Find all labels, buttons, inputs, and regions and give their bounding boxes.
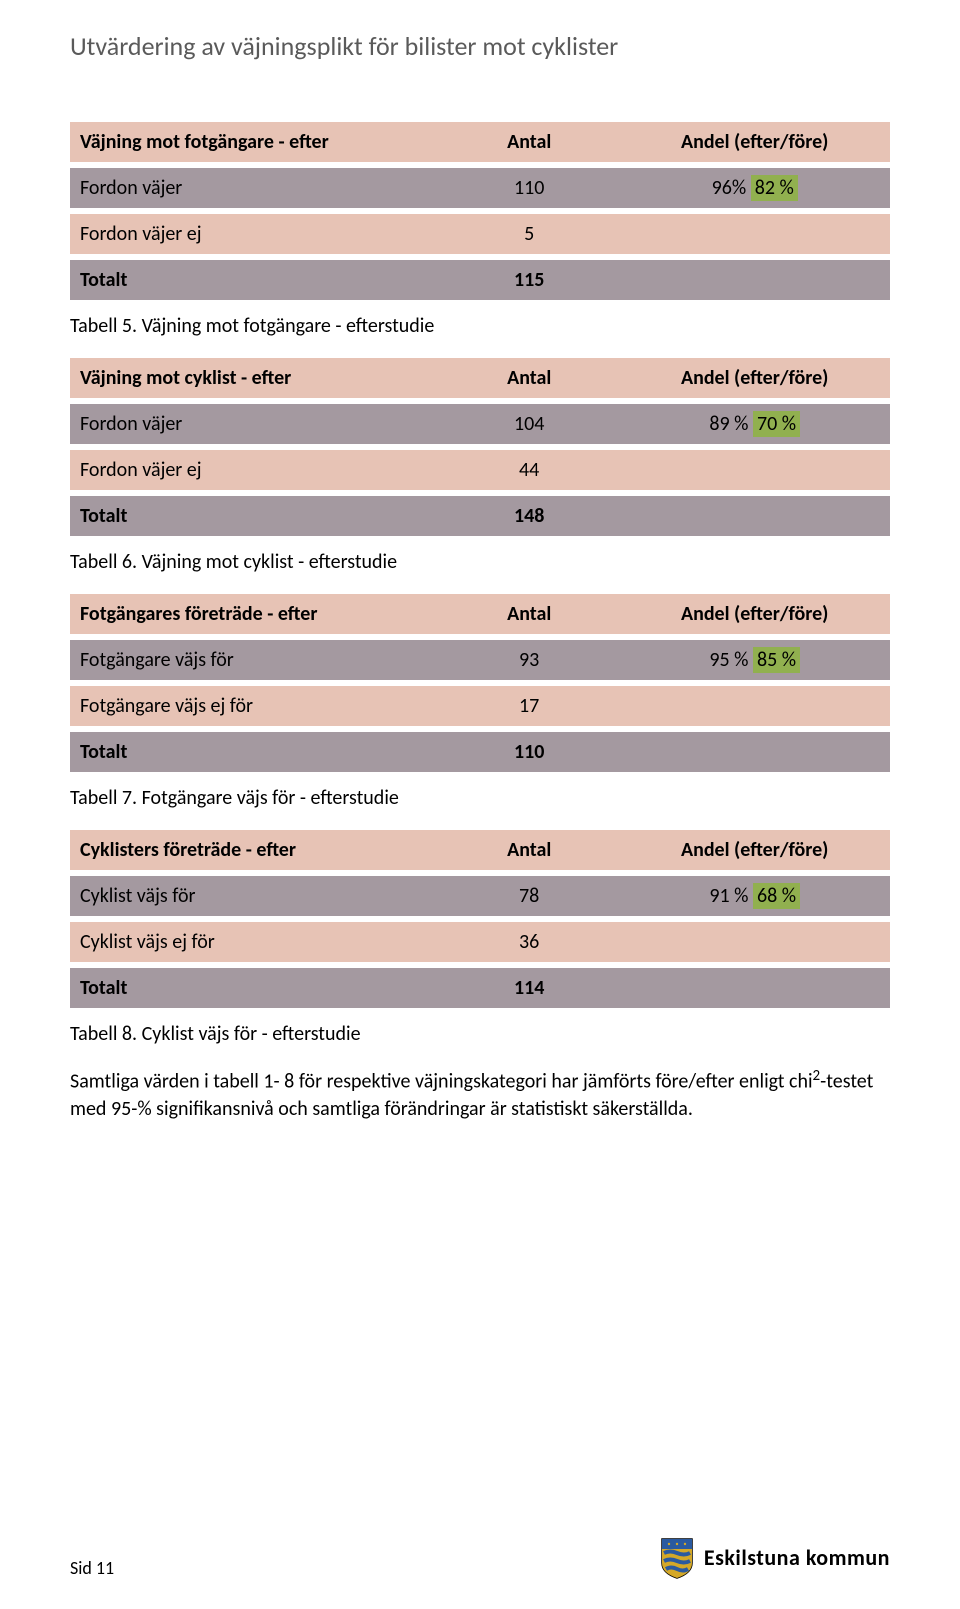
row-andel bbox=[619, 211, 890, 257]
row-label: Cyklist väjs för bbox=[70, 873, 439, 919]
logo-text: Eskilstuna kommun bbox=[704, 1544, 890, 1571]
row-andel: 95 % 85 % bbox=[619, 637, 890, 683]
row-label: Fotgängare väjs för bbox=[70, 637, 439, 683]
total-label: Totalt bbox=[70, 965, 439, 1011]
row-antal: 5 bbox=[439, 211, 619, 257]
andel-highlight: 70 % bbox=[753, 411, 800, 437]
total-antal: 115 bbox=[439, 257, 619, 303]
column-header-antal: Antal bbox=[439, 122, 619, 165]
table-row: Fordon väjer ej5 bbox=[70, 211, 890, 257]
andel-main: 95 % bbox=[709, 648, 753, 672]
table-caption: Tabell 7. Fotgängare väjs för - efterstu… bbox=[70, 786, 890, 810]
table-row: Fotgängare väjs ej för17 bbox=[70, 683, 890, 729]
row-andel: 89 % 70 % bbox=[619, 401, 890, 447]
body-text-pre: Samtliga värden i tabell 1- 8 för respek… bbox=[70, 1070, 813, 1094]
data-table: Fotgängares företräde - efterAntalAndel … bbox=[70, 594, 890, 778]
data-table: Väjning mot cyklist - efterAntalAndel (e… bbox=[70, 358, 890, 542]
table-title-cell: Cyklisters företräde - efter bbox=[70, 830, 439, 873]
total-antal: 114 bbox=[439, 965, 619, 1011]
total-antal: 110 bbox=[439, 729, 619, 775]
table-row: Cyklist väjs ej för36 bbox=[70, 919, 890, 965]
total-label: Totalt bbox=[70, 493, 439, 539]
row-label: Fordon väjer ej bbox=[70, 447, 439, 493]
row-andel bbox=[619, 919, 890, 965]
tables-container: Väjning mot fotgängare - efterAntalAndel… bbox=[70, 122, 890, 1046]
superscript-2: 2 bbox=[813, 1067, 821, 1085]
row-andel: 91 % 68 % bbox=[619, 873, 890, 919]
total-andel bbox=[619, 729, 890, 775]
column-header-antal: Antal bbox=[439, 358, 619, 401]
row-label: Fordon väjer ej bbox=[70, 211, 439, 257]
row-antal: 44 bbox=[439, 447, 619, 493]
column-header-andel: Andel (efter/före) bbox=[619, 358, 890, 401]
table-row: Fotgängare väjs för9395 % 85 % bbox=[70, 637, 890, 683]
row-antal: 17 bbox=[439, 683, 619, 729]
table-row: Cyklist väjs för7891 % 68 % bbox=[70, 873, 890, 919]
table-row-total: Totalt110 bbox=[70, 729, 890, 775]
andel-main: 89 % bbox=[709, 412, 753, 436]
row-andel bbox=[619, 447, 890, 493]
document-title: Utvärdering av väjningsplikt för biliste… bbox=[70, 30, 890, 62]
table-row-total: Totalt114 bbox=[70, 965, 890, 1011]
andel-highlight: 68 % bbox=[753, 883, 800, 909]
table-row: Fordon väjer10489 % 70 % bbox=[70, 401, 890, 447]
page-number: Sid 11 bbox=[70, 1557, 114, 1579]
andel-highlight: 82 % bbox=[751, 175, 798, 201]
total-andel bbox=[619, 257, 890, 303]
table-row: Fordon väjer ej44 bbox=[70, 447, 890, 493]
total-antal: 148 bbox=[439, 493, 619, 539]
total-label: Totalt bbox=[70, 257, 439, 303]
row-label: Fordon väjer bbox=[70, 165, 439, 211]
row-antal: 110 bbox=[439, 165, 619, 211]
page-footer: Sid 11 Eskilstuna kommun bbox=[70, 1535, 890, 1579]
table-caption: Tabell 8. Cyklist väjs för - efterstudie bbox=[70, 1022, 890, 1046]
column-header-antal: Antal bbox=[439, 594, 619, 637]
table-row: Fordon väjer11096% 82 % bbox=[70, 165, 890, 211]
column-header-andel: Andel (efter/före) bbox=[619, 122, 890, 165]
table-title-cell: Väjning mot fotgängare - efter bbox=[70, 122, 439, 165]
row-antal: 93 bbox=[439, 637, 619, 683]
table-caption: Tabell 5. Väjning mot fotgängare - efter… bbox=[70, 314, 890, 338]
table-caption: Tabell 6. Väjning mot cyklist - efterstu… bbox=[70, 550, 890, 574]
row-antal: 36 bbox=[439, 919, 619, 965]
table-title-cell: Väjning mot cyklist - efter bbox=[70, 358, 439, 401]
row-andel: 96% 82 % bbox=[619, 165, 890, 211]
row-antal: 78 bbox=[439, 873, 619, 919]
column-header-andel: Andel (efter/före) bbox=[619, 830, 890, 873]
total-andel bbox=[619, 965, 890, 1011]
andel-main: 96% bbox=[712, 176, 751, 200]
total-label: Totalt bbox=[70, 729, 439, 775]
row-antal: 104 bbox=[439, 401, 619, 447]
column-header-antal: Antal bbox=[439, 830, 619, 873]
table-row-total: Totalt115 bbox=[70, 257, 890, 303]
row-label: Cyklist väjs ej för bbox=[70, 919, 439, 965]
table-row-total: Totalt148 bbox=[70, 493, 890, 539]
column-header-andel: Andel (efter/före) bbox=[619, 594, 890, 637]
row-label: Fotgängare väjs ej för bbox=[70, 683, 439, 729]
data-table: Cyklisters företräde - efterAntalAndel (… bbox=[70, 830, 890, 1014]
shield-icon bbox=[658, 1535, 696, 1579]
total-andel bbox=[619, 493, 890, 539]
body-paragraph: Samtliga värden i tabell 1- 8 för respek… bbox=[70, 1066, 890, 1123]
table-title-cell: Fotgängares företräde - efter bbox=[70, 594, 439, 637]
row-label: Fordon väjer bbox=[70, 401, 439, 447]
data-table: Väjning mot fotgängare - efterAntalAndel… bbox=[70, 122, 890, 306]
andel-highlight: 85 % bbox=[753, 647, 800, 673]
row-andel bbox=[619, 683, 890, 729]
municipality-logo: Eskilstuna kommun bbox=[658, 1535, 890, 1579]
andel-main: 91 % bbox=[709, 884, 753, 908]
